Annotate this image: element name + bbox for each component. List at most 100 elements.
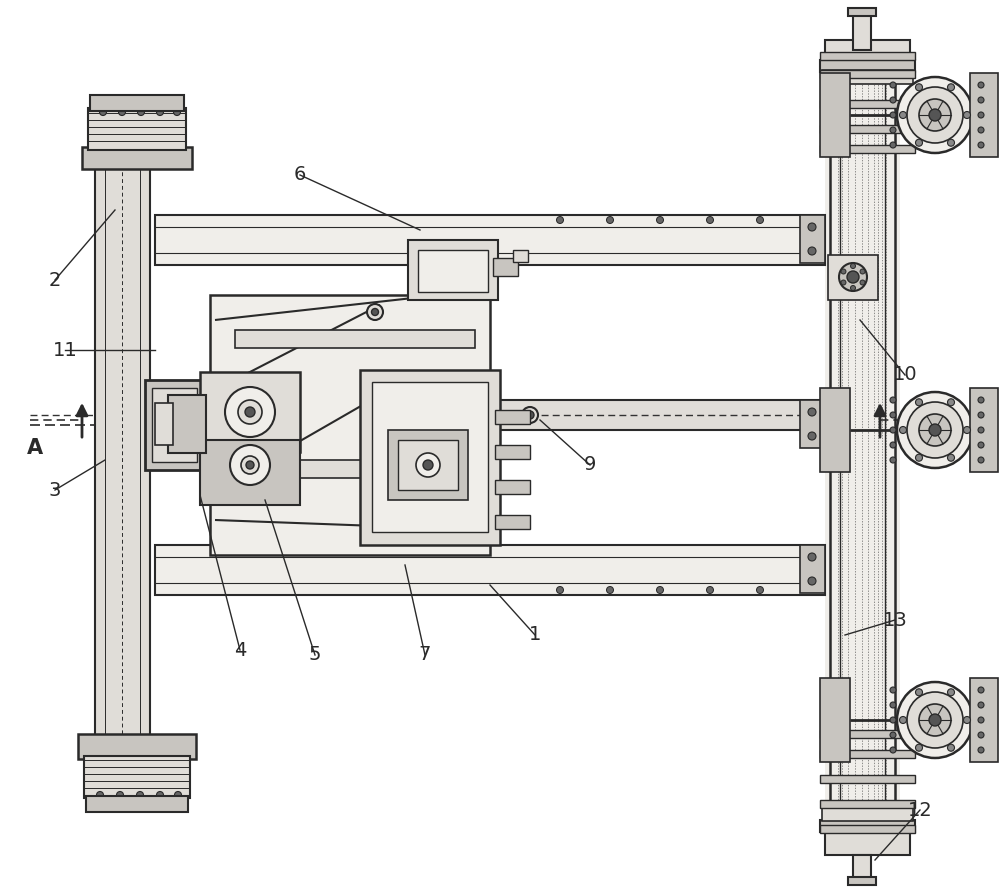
Bar <box>970 678 998 762</box>
Bar <box>82 147 192 169</box>
Circle shape <box>897 682 973 758</box>
Circle shape <box>841 280 846 285</box>
Circle shape <box>890 732 896 738</box>
Circle shape <box>948 744 954 751</box>
Bar <box>820 52 915 60</box>
Circle shape <box>175 791 182 798</box>
Bar <box>822 807 913 821</box>
Circle shape <box>919 414 951 446</box>
Circle shape <box>978 142 984 148</box>
Bar <box>235 460 475 478</box>
Bar <box>418 250 488 292</box>
Circle shape <box>860 280 865 285</box>
Bar <box>820 70 915 78</box>
Bar <box>495 445 530 459</box>
Circle shape <box>900 111 906 118</box>
Bar <box>820 73 850 157</box>
Bar <box>145 380 205 470</box>
Bar <box>820 60 915 72</box>
Bar <box>152 388 197 462</box>
Bar <box>820 678 850 762</box>
Bar <box>408 240 498 300</box>
Circle shape <box>174 109 181 116</box>
Bar <box>408 240 498 300</box>
Bar <box>820 125 915 133</box>
Text: 5: 5 <box>309 645 321 665</box>
Circle shape <box>526 411 534 419</box>
Bar <box>210 295 490 555</box>
Bar <box>820 125 915 133</box>
Circle shape <box>890 412 896 418</box>
Text: 7: 7 <box>419 645 431 665</box>
Text: 1: 1 <box>529 626 541 644</box>
Circle shape <box>890 112 896 118</box>
Bar <box>970 678 998 762</box>
Circle shape <box>948 689 954 696</box>
Circle shape <box>948 84 954 91</box>
Circle shape <box>416 453 440 477</box>
Circle shape <box>138 109 145 116</box>
Bar <box>88 108 186 150</box>
Bar <box>970 388 998 472</box>
Circle shape <box>929 714 941 726</box>
Circle shape <box>808 408 816 416</box>
Bar <box>970 73 998 157</box>
Circle shape <box>916 139 922 146</box>
Bar <box>800 545 825 593</box>
Circle shape <box>656 216 664 223</box>
Bar <box>853 855 871 880</box>
Bar <box>200 440 300 505</box>
Circle shape <box>808 432 816 440</box>
Text: 3: 3 <box>49 481 61 499</box>
Bar <box>388 430 468 500</box>
Circle shape <box>157 791 164 798</box>
Bar <box>86 796 188 812</box>
Circle shape <box>556 216 564 223</box>
Bar <box>800 215 825 263</box>
Bar <box>822 70 913 84</box>
Bar <box>970 73 998 157</box>
Circle shape <box>841 269 846 274</box>
Bar <box>200 372 300 452</box>
Circle shape <box>978 412 984 418</box>
Bar <box>825 830 910 855</box>
Bar <box>235 330 475 348</box>
Bar <box>820 100 915 108</box>
Bar <box>155 545 825 595</box>
Bar <box>820 60 915 72</box>
Bar <box>820 825 915 833</box>
Bar <box>513 250 528 262</box>
Circle shape <box>948 454 954 461</box>
Bar <box>800 215 825 263</box>
Circle shape <box>656 587 664 594</box>
Circle shape <box>245 407 255 417</box>
Circle shape <box>978 457 984 463</box>
Bar <box>848 877 876 885</box>
Bar <box>398 440 458 490</box>
Bar <box>495 515 530 529</box>
Circle shape <box>907 87 963 143</box>
Bar <box>84 756 190 798</box>
Circle shape <box>978 747 984 753</box>
Bar <box>820 775 915 783</box>
Circle shape <box>850 263 856 269</box>
Circle shape <box>907 692 963 748</box>
Bar <box>90 95 184 111</box>
Bar <box>820 775 915 783</box>
Circle shape <box>230 445 270 485</box>
Circle shape <box>890 142 896 148</box>
Bar <box>493 258 518 276</box>
Bar <box>820 825 915 833</box>
Circle shape <box>897 77 973 153</box>
Bar <box>800 545 825 593</box>
Circle shape <box>978 97 984 103</box>
Bar <box>360 370 500 545</box>
Circle shape <box>978 442 984 448</box>
Bar <box>360 370 500 545</box>
Circle shape <box>897 392 973 468</box>
Circle shape <box>117 791 124 798</box>
Text: A: A <box>950 438 966 458</box>
Bar <box>495 480 530 494</box>
Circle shape <box>757 587 764 594</box>
Bar <box>95 165 150 750</box>
